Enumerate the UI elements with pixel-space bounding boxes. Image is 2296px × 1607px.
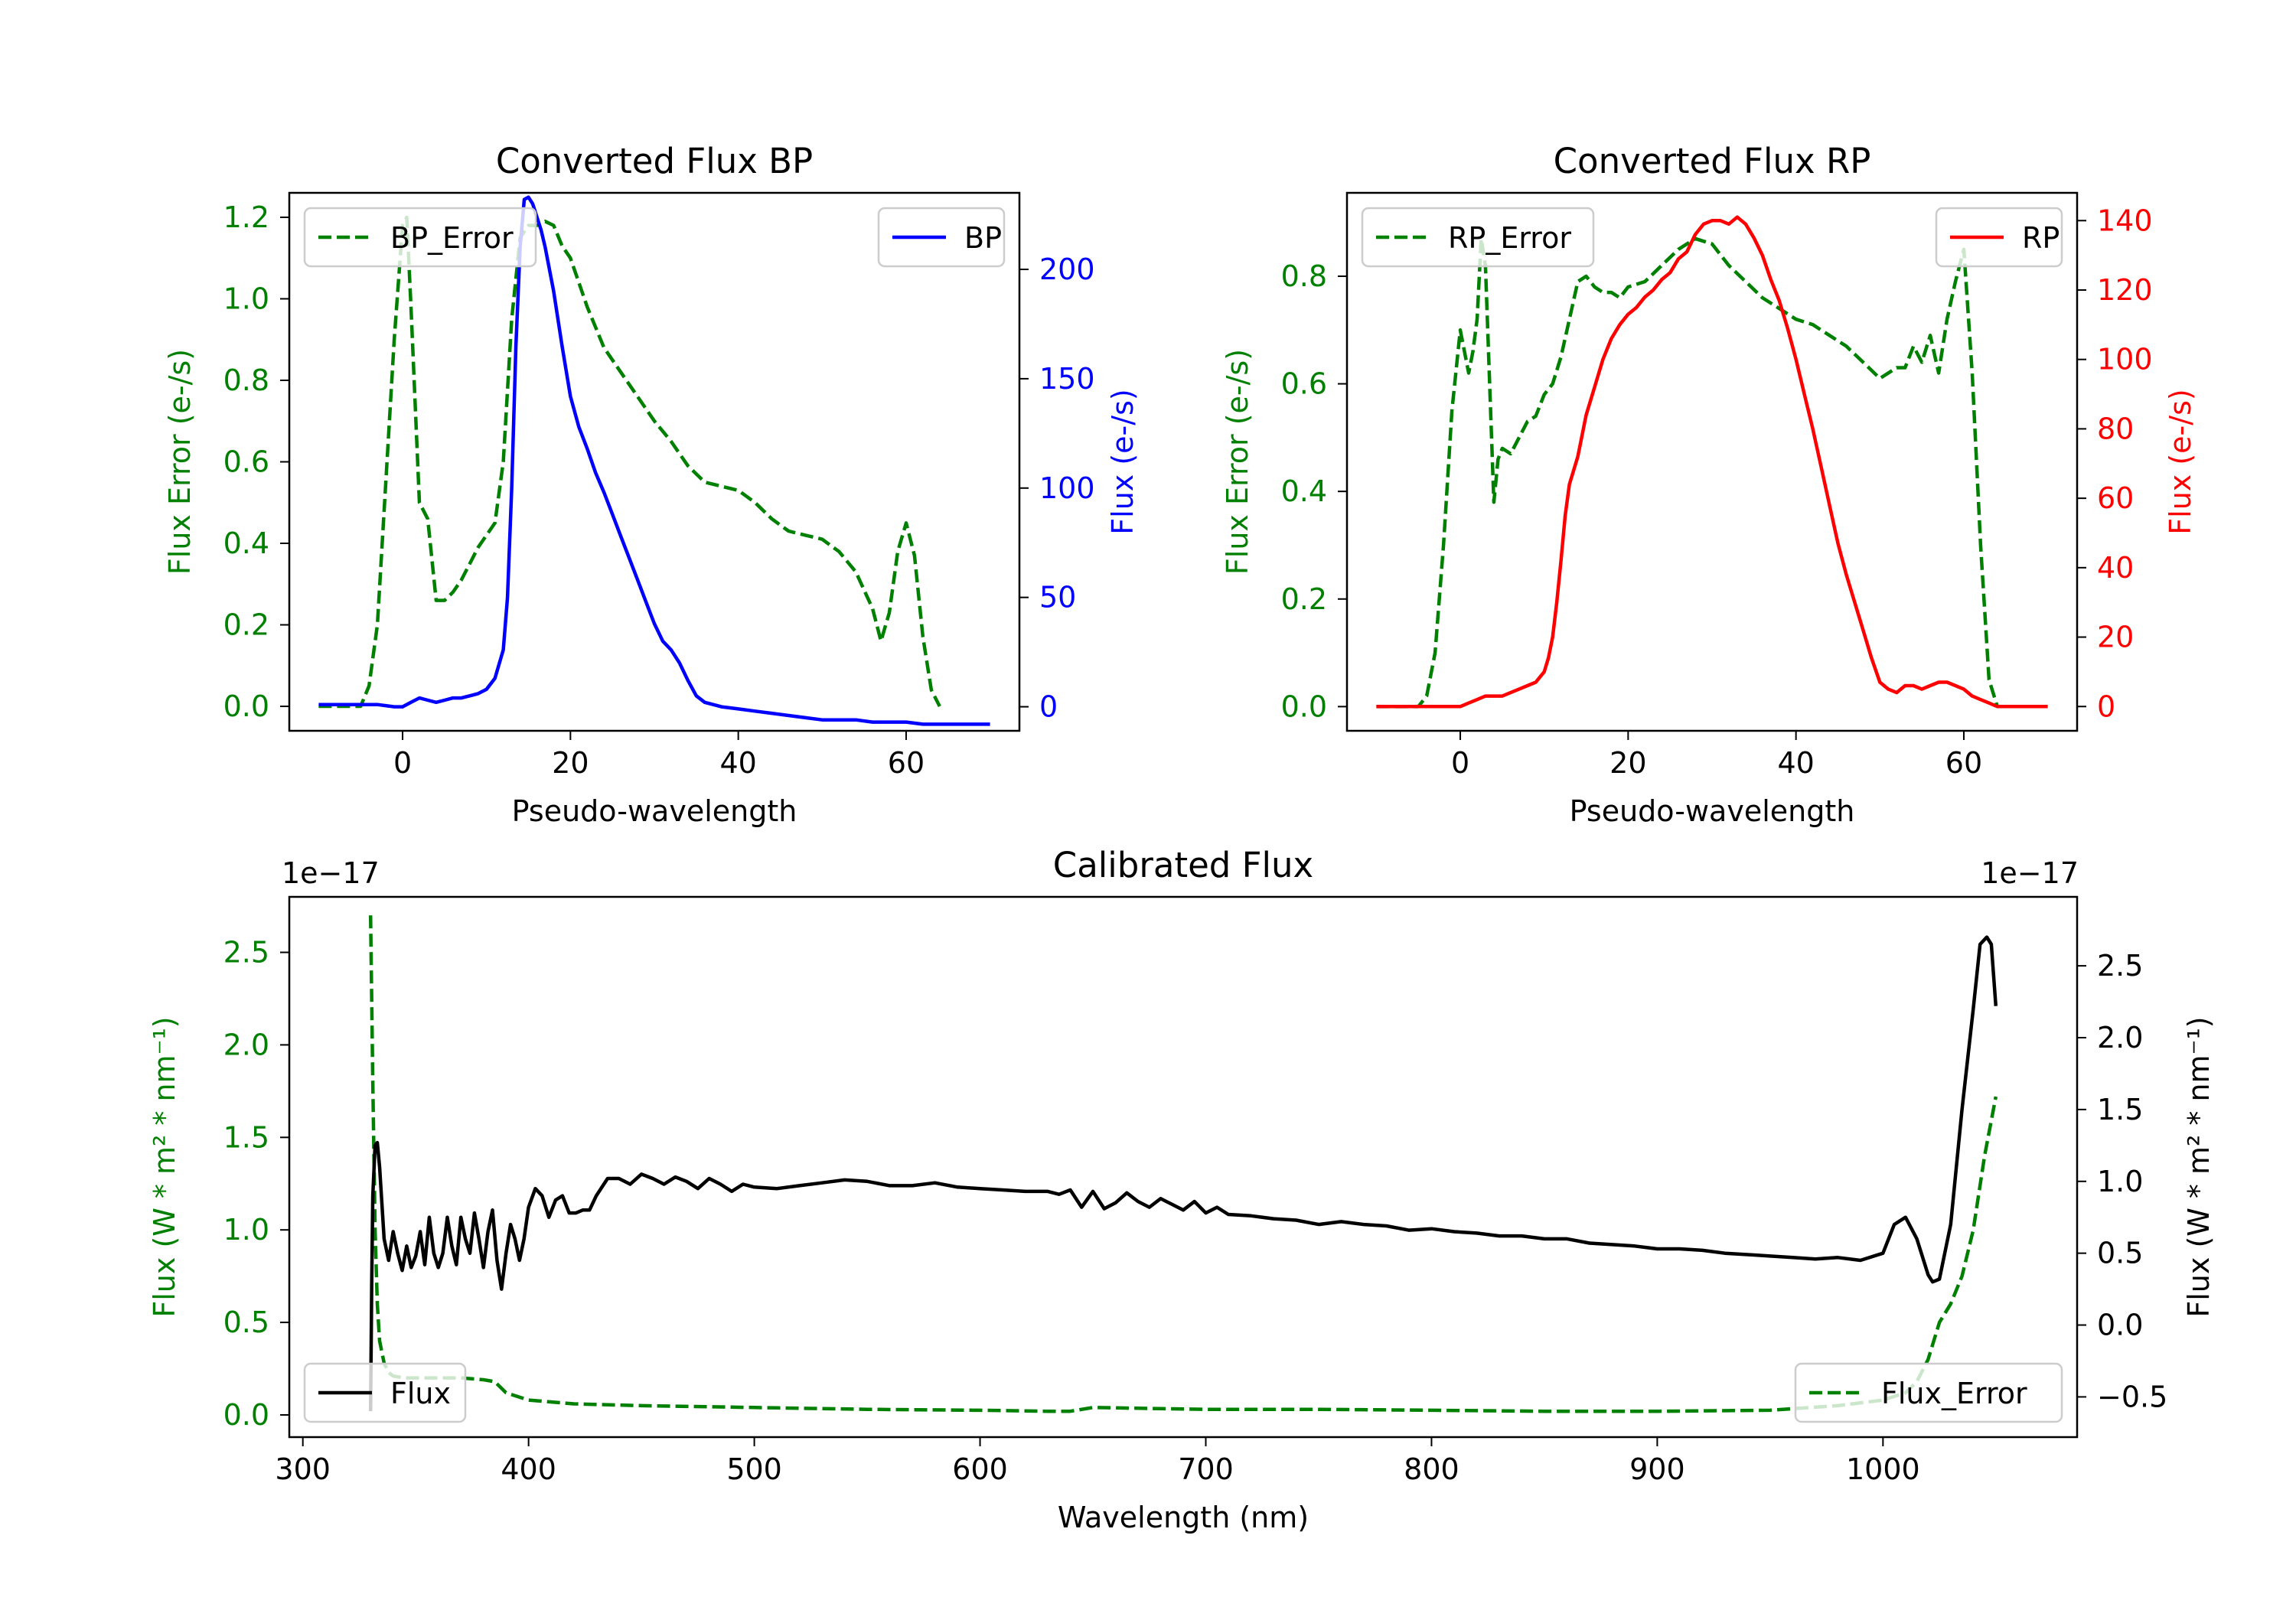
left-y-axis-label: Flux Error (e-/s): [1221, 349, 1254, 575]
legend-label: RP: [2022, 221, 2060, 255]
x-tick-label: 900: [1629, 1452, 1685, 1486]
right-y-tick-label: 0.5: [2097, 1237, 2143, 1270]
series-line-rp: [1376, 215, 2048, 709]
x-tick-label: 800: [1404, 1452, 1459, 1486]
x-tick-label: 60: [888, 746, 925, 780]
legend-flux-error: Flux_Error: [1794, 1362, 2063, 1423]
left-y-tick-label: 2.5: [223, 936, 269, 970]
left-y-tick-label: 0.8: [223, 363, 269, 397]
x-tick-label: 1000: [1846, 1452, 1920, 1486]
x-tick-label: 60: [1945, 746, 1982, 780]
right-y-tick-label: 0.0: [2097, 1309, 2143, 1342]
x-tick-label: 500: [726, 1452, 782, 1486]
right-y-tick-label: 1.5: [2097, 1093, 2143, 1126]
left-y-tick-label: 0.8: [1281, 259, 1327, 293]
legend-label: BP: [964, 221, 1002, 255]
right-y-tick-label: 2.5: [2097, 949, 2143, 983]
x-tick-label: 0: [1451, 746, 1469, 780]
right-y-tick-label: 150: [1039, 362, 1095, 396]
left-y-tick-label: 1.0: [223, 282, 269, 315]
right-y-tick-label: 100: [2097, 343, 2153, 376]
legend-flux: Flux: [303, 1362, 467, 1423]
left-y-tick-label: 0.6: [223, 445, 269, 479]
legend-rp: RP: [1935, 207, 2063, 268]
right-y-tick-label: 20: [2097, 621, 2134, 654]
x-axis-label: Pseudo-wavelength: [1570, 794, 1855, 828]
left-y-tick-label: 0.5: [223, 1305, 269, 1339]
left-y-tick-label: 0.2: [1281, 582, 1327, 616]
x-tick-label: 700: [1178, 1452, 1234, 1486]
left-y-axis-label: Flux (W * m² * nm⁻¹): [148, 1016, 181, 1317]
legend-label: BP_Error: [390, 221, 514, 255]
right-y-tick-label: 50: [1039, 581, 1076, 614]
right-y-tick-label: 140: [2097, 204, 2153, 237]
right-y-tick-label: 200: [1039, 253, 1095, 286]
legend-box: [1361, 207, 1595, 268]
right-y-tick-label: 2.0: [2097, 1021, 2143, 1054]
x-tick-label: 600: [952, 1452, 1008, 1486]
series-line-flux: [368, 935, 1998, 1412]
right-y-tick-label: 40: [2097, 551, 2134, 585]
right-y-tick-label: 0: [2097, 689, 2115, 723]
x-tick-label: 40: [1777, 746, 1814, 780]
left-y-axis-label: Flux Error (e-/s): [163, 349, 197, 575]
left-y-tick-label: 1.2: [223, 200, 269, 234]
x-tick-label: 300: [275, 1452, 331, 1486]
x-tick-label: 20: [552, 746, 589, 780]
axes-frame: [288, 895, 2079, 1439]
chart-title: Calibrated Flux: [1053, 845, 1313, 885]
chart-title: Converted Flux BP: [496, 141, 813, 181]
left-y-tick-label: 1.0: [223, 1213, 269, 1247]
left-y-tick-label: 1.5: [223, 1120, 269, 1154]
right-y-tick-label: 0: [1039, 690, 1058, 724]
legend-label: Flux: [390, 1377, 451, 1410]
x-axis-label: Pseudo-wavelength: [512, 794, 797, 828]
series-line-bp-error: [318, 215, 941, 709]
left-axis-multiplier: 1e−17: [282, 856, 380, 890]
legend-bp: BP: [877, 207, 1006, 268]
x-tick-label: 40: [719, 746, 756, 780]
right-y-tick-label: 80: [2097, 412, 2134, 445]
right-y-tick-label: 1.0: [2097, 1165, 2143, 1198]
legend-box: [1794, 1362, 2063, 1423]
series-line-flux-error: [368, 915, 1998, 1413]
axes-frame: [1345, 191, 2079, 732]
series-line-rp-error: [1376, 236, 1999, 709]
legend-box: [303, 207, 537, 268]
chart-rp: 0 20 40 60 Pseudo-wavelength 0.0 0.2 0.4 0.6 0.8 0…: [1221, 141, 2197, 828]
right-y-axis-label: Flux (W * m² * nm⁻¹): [2182, 1016, 2216, 1317]
series-line-bp: [318, 195, 990, 726]
x-tick-label: 20: [1609, 746, 1646, 780]
right-y-tick-label: 120: [2097, 273, 2153, 307]
left-y-tick-label: 2.0: [223, 1028, 269, 1061]
legend-rp-error: RP_Error: [1361, 207, 1595, 268]
left-y-tick-label: 0.4: [223, 526, 269, 560]
legend-bp-error: BP_Error: [303, 207, 537, 268]
chart-bp: 0 20 40 60 Pseudo-wavelength 0.0 0.2 0.4 0.6 0.8 1…: [163, 141, 1140, 828]
right-y-tick-label: −0.5: [2097, 1380, 2167, 1413]
x-tick-label: 400: [501, 1452, 556, 1486]
right-axis-multiplier: 1e−17: [1981, 856, 2079, 890]
x-axis-label: Wavelength (nm): [1058, 1501, 1309, 1534]
right-y-tick-label: 100: [1039, 471, 1095, 505]
left-y-tick-label: 0.2: [223, 608, 269, 642]
left-y-tick-label: 0.4: [1281, 474, 1327, 508]
chart-title: Converted Flux RP: [1554, 141, 1871, 181]
left-y-tick-label: 0.0: [223, 1398, 269, 1432]
left-y-tick-label: 0.6: [1281, 367, 1327, 401]
right-y-axis-label: Flux (e-/s): [2164, 389, 2197, 534]
right-y-axis-label: Flux (e-/s): [1106, 389, 1140, 534]
left-y-tick-label: 0.0: [1281, 689, 1327, 723]
legend-label: Flux_Error: [1881, 1377, 2027, 1410]
left-y-tick-label: 0.0: [223, 689, 269, 723]
x-tick-label: 0: [393, 746, 412, 780]
right-y-tick-label: 60: [2097, 481, 2134, 515]
legend-box: [303, 1362, 467, 1423]
legend-label: RP_Error: [1448, 221, 1571, 255]
chart-cal: 300 400 500 600 700 800 900 1000 Wavelength (nm)…: [148, 845, 2216, 1534]
